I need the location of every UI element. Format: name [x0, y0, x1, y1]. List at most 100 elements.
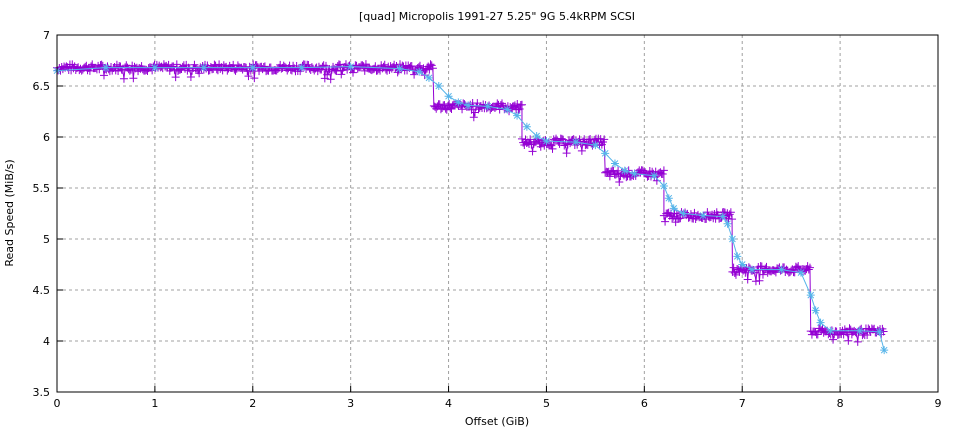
smoothed-point — [659, 181, 668, 190]
x-axis-label: Offset (GiB) — [465, 415, 529, 428]
raw-point — [114, 67, 123, 76]
raw-point — [211, 61, 220, 70]
y-tick-label: 6 — [43, 131, 50, 144]
raw-point — [517, 100, 526, 109]
raw-point — [442, 105, 451, 114]
smoothed-point — [826, 326, 835, 335]
smoothed-point — [297, 63, 306, 72]
x-tick-label: 8 — [837, 397, 844, 410]
smoothed-point — [571, 138, 580, 147]
raw-point — [726, 208, 735, 217]
raw-point — [546, 140, 555, 149]
smoothed-point — [444, 92, 453, 101]
smoothed-point — [718, 212, 727, 221]
raw-point — [428, 64, 437, 73]
smoothed-point — [728, 235, 737, 243]
raw-point — [658, 169, 667, 178]
raw-point — [729, 263, 738, 272]
raw-point — [741, 268, 750, 277]
raw-point — [659, 166, 668, 175]
x-tick-label: 9 — [935, 397, 942, 410]
smoothed-point — [101, 63, 110, 72]
smoothed-point — [591, 141, 600, 150]
smoothed-point — [650, 171, 659, 180]
smoothed-point — [880, 346, 889, 355]
raw-point — [600, 135, 609, 144]
raw-point — [203, 61, 212, 70]
raw-point — [691, 214, 700, 223]
smoothed-point — [532, 131, 541, 140]
raw-point — [358, 61, 367, 70]
x-tick-label: 7 — [739, 397, 746, 410]
raw-point — [528, 147, 537, 156]
raw-point — [326, 75, 335, 84]
raw-point — [129, 74, 138, 83]
smoothed-point — [522, 122, 531, 131]
smoothed-point — [346, 62, 355, 71]
raw-point — [514, 105, 523, 114]
raw-point — [137, 62, 146, 71]
smoothed-series-line — [56, 66, 885, 351]
raw-point — [515, 104, 524, 113]
raw-point — [751, 277, 760, 286]
raw-point — [853, 337, 862, 346]
raw-point — [844, 336, 853, 345]
smoothed-point — [620, 166, 629, 175]
smoothed-point — [415, 67, 424, 76]
raw-point — [337, 70, 346, 79]
raw-point — [250, 74, 259, 83]
y-tick-label: 5 — [43, 233, 50, 246]
raw-point — [605, 172, 614, 181]
smoothed-point — [483, 102, 492, 111]
raw-point — [440, 101, 449, 110]
x-tick-label: 5 — [543, 397, 550, 410]
smoothed-point — [503, 105, 512, 114]
smoothed-point — [248, 63, 257, 72]
raw-point — [445, 99, 454, 108]
smoothed-point — [811, 306, 820, 315]
y-tick-label: 7 — [43, 29, 50, 42]
raw-point — [794, 262, 803, 271]
raw-point — [119, 74, 128, 83]
smoothed-point — [669, 204, 678, 213]
raw-point — [97, 60, 106, 69]
raw-point — [615, 178, 624, 187]
raw-point — [255, 67, 264, 76]
smoothed-point — [875, 327, 884, 336]
raw-point — [661, 217, 670, 226]
raw-point — [813, 330, 822, 339]
raw-point — [536, 142, 545, 151]
smoothed-point — [816, 318, 825, 327]
raw-point — [324, 67, 333, 76]
raw-point — [332, 67, 341, 76]
raw-point — [562, 149, 571, 158]
raw-point — [186, 73, 195, 82]
smoothed-point — [601, 149, 610, 158]
raw-point — [755, 276, 764, 285]
smoothed-point — [199, 63, 208, 72]
raw-point — [547, 141, 556, 150]
raw-point — [577, 146, 586, 155]
raw-point — [559, 135, 568, 144]
raw-point — [99, 71, 108, 80]
smoothed-point — [777, 265, 786, 274]
raw-point — [863, 331, 872, 340]
smoothed-point — [630, 169, 639, 178]
raw-point — [244, 72, 253, 81]
smoothed-point — [150, 63, 159, 72]
raw-point — [380, 60, 389, 69]
smoothed-point — [424, 73, 433, 82]
raw-point — [323, 70, 332, 79]
y-tick-label: 3.5 — [33, 386, 51, 399]
raw-point — [758, 270, 767, 279]
x-tick-label: 6 — [641, 397, 648, 410]
smoothed-point — [738, 260, 747, 269]
raw-point — [259, 62, 268, 71]
raw-point — [425, 65, 434, 74]
smoothed-point — [513, 111, 522, 120]
x-tick-label: 0 — [54, 397, 61, 410]
raw-point — [805, 263, 814, 272]
smoothed-point — [454, 98, 463, 107]
